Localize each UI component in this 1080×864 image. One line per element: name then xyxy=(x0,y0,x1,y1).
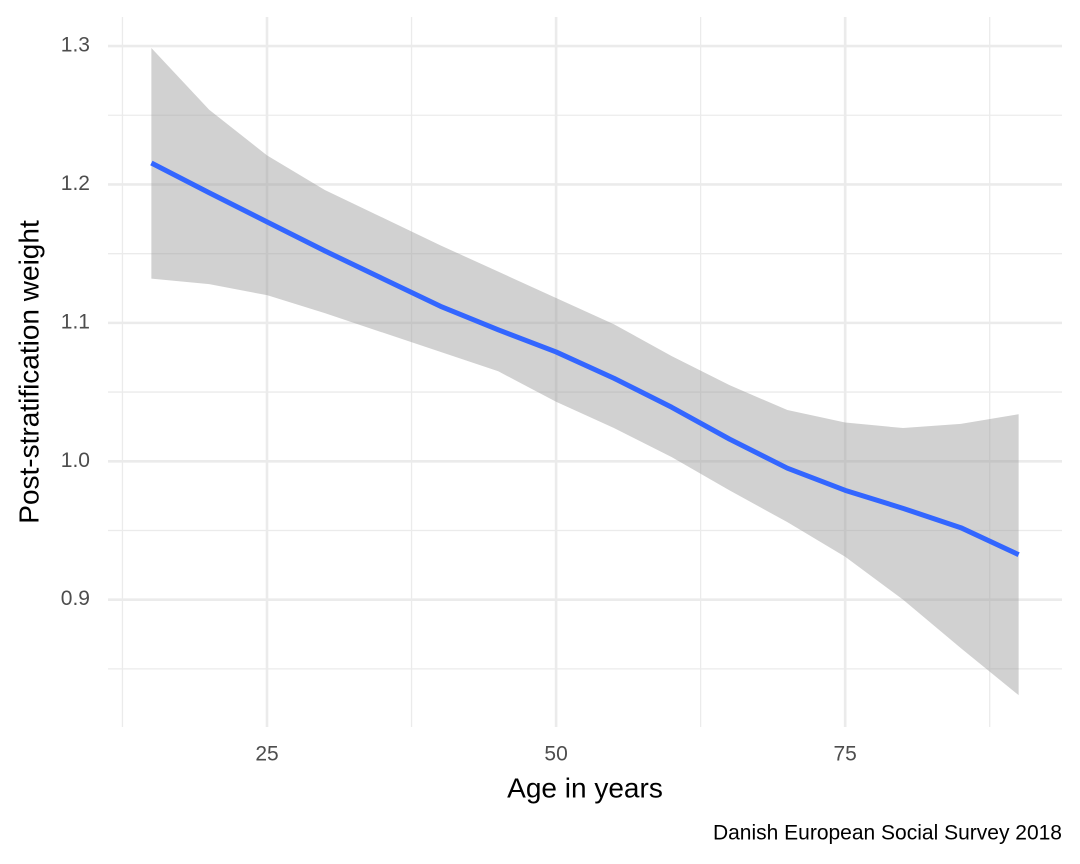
y-axis-title: Post-stratification weight xyxy=(13,220,44,524)
y-tick-label: 1.1 xyxy=(61,310,90,333)
x-tick-label: 75 xyxy=(834,743,857,766)
caption: Danish European Social Survey 2018 xyxy=(713,822,1062,845)
y-tick-label: 1.0 xyxy=(61,449,90,472)
y-tick-label: 0.9 xyxy=(61,587,90,610)
x-tick-label: 50 xyxy=(544,743,567,766)
x-axis-title: Age in years xyxy=(507,772,663,803)
x-tick-label: 25 xyxy=(255,743,278,766)
y-tick-label: 1.3 xyxy=(61,34,90,57)
confidence-band xyxy=(151,48,1019,696)
fit-line xyxy=(150,160,1020,557)
y-tick-label: 1.2 xyxy=(61,172,90,195)
